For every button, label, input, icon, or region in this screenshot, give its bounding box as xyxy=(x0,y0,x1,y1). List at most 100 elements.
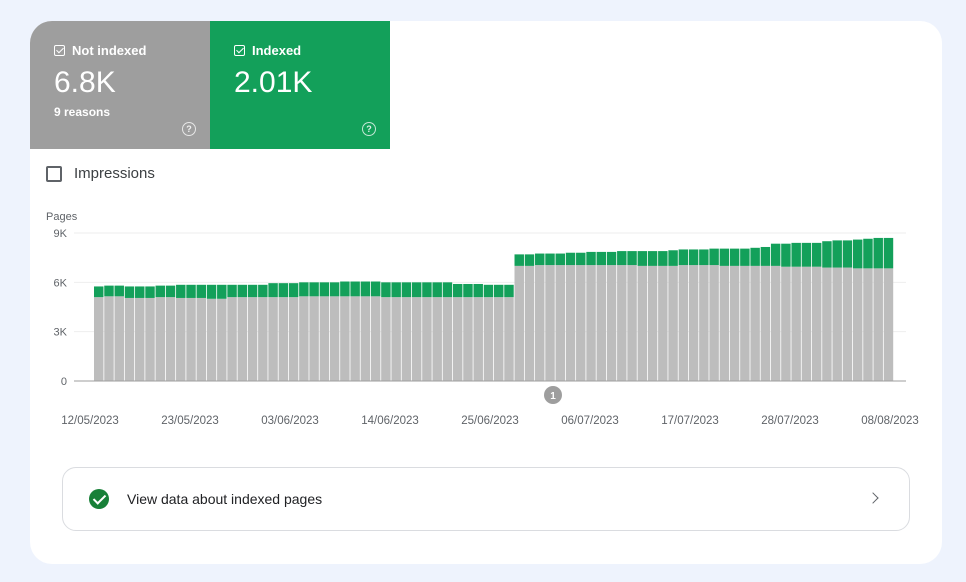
x-tick-label: 03/06/2023 xyxy=(261,415,319,427)
bar-not-indexed xyxy=(370,296,381,381)
bar-indexed xyxy=(596,251,607,266)
bar-not-indexed xyxy=(781,266,791,381)
bar-not-indexed xyxy=(565,265,576,381)
bar-not-indexed xyxy=(114,296,124,381)
bar-not-indexed xyxy=(729,265,740,381)
bar-indexed xyxy=(699,249,709,266)
bar-indexed xyxy=(319,282,330,297)
chevron-right-icon xyxy=(867,492,879,504)
bar-not-indexed xyxy=(176,297,186,381)
bar-indexed xyxy=(401,282,412,298)
help-icon[interactable]: ? xyxy=(182,122,196,136)
bar-indexed xyxy=(155,285,165,298)
bar-not-indexed xyxy=(94,297,104,381)
bar-not-indexed xyxy=(811,266,822,381)
view-indexed-pages-label: View data about indexed pages xyxy=(127,491,323,507)
bar-not-indexed xyxy=(391,297,401,381)
bar-indexed xyxy=(801,242,812,267)
bar-not-indexed xyxy=(668,265,678,381)
not-indexed-checkbox-icon[interactable] xyxy=(54,45,65,56)
bar-indexed xyxy=(606,251,617,266)
impressions-checkbox[interactable] xyxy=(46,165,62,182)
bar-indexed xyxy=(576,252,586,266)
bar-not-indexed xyxy=(524,265,535,381)
bar-not-indexed xyxy=(360,296,371,381)
bar-indexed xyxy=(688,249,699,266)
bar-not-indexed xyxy=(299,296,309,381)
bar-not-indexed xyxy=(340,296,350,381)
view-indexed-pages-button[interactable]: View data about indexed pages xyxy=(62,467,910,531)
bar-not-indexed xyxy=(678,265,689,381)
bar-not-indexed xyxy=(514,265,524,381)
bar-not-indexed xyxy=(586,265,596,381)
bar-indexed xyxy=(586,251,596,266)
indexed-value: 2.01K xyxy=(234,66,313,99)
bar-indexed xyxy=(196,284,207,298)
bar-indexed xyxy=(658,251,668,266)
bar-not-indexed xyxy=(206,298,217,381)
coverage-card: Not indexed 6.8K 9 reasons ? Indexed 2.0… xyxy=(30,21,942,564)
bar-indexed xyxy=(565,252,576,266)
x-tick-label: 28/07/2023 xyxy=(761,415,819,427)
bar-indexed xyxy=(545,253,555,266)
bar-indexed xyxy=(637,251,648,266)
bar-not-indexed xyxy=(760,265,771,381)
bar-not-indexed xyxy=(227,297,237,381)
bar-indexed xyxy=(883,237,894,269)
bar-indexed xyxy=(822,241,832,268)
bar-not-indexed xyxy=(104,296,114,381)
bar-not-indexed xyxy=(863,268,873,381)
bar-not-indexed xyxy=(288,297,299,381)
bar-indexed xyxy=(781,243,791,267)
bar-indexed xyxy=(627,251,637,266)
bar-not-indexed xyxy=(309,296,319,381)
bar-indexed xyxy=(165,285,176,298)
bar-indexed xyxy=(309,282,319,297)
bar-not-indexed xyxy=(135,297,145,381)
not-indexed-tile[interactable]: Not indexed 6.8K 9 reasons ? xyxy=(30,21,210,149)
bar-not-indexed xyxy=(186,297,196,381)
bar-indexed xyxy=(104,285,114,297)
bar-not-indexed xyxy=(842,267,853,381)
bar-not-indexed xyxy=(719,265,730,381)
bar-indexed xyxy=(237,284,248,298)
bar-not-indexed xyxy=(617,265,627,381)
impressions-toggle[interactable]: Impressions xyxy=(46,165,155,182)
indexed-tile[interactable]: Indexed 2.01K ? xyxy=(210,21,390,149)
bar-indexed xyxy=(842,240,853,268)
bar-indexed xyxy=(299,282,309,297)
not-indexed-label: Not indexed xyxy=(72,43,147,58)
bar-indexed xyxy=(288,283,299,298)
bar-indexed xyxy=(278,283,289,298)
bar-indexed xyxy=(135,286,145,298)
bar-indexed xyxy=(381,282,391,298)
bar-indexed xyxy=(811,242,822,267)
bar-not-indexed xyxy=(473,297,483,381)
bar-not-indexed xyxy=(442,297,453,381)
bar-indexed xyxy=(217,284,227,299)
bar-not-indexed xyxy=(699,265,709,381)
bar-indexed xyxy=(206,284,217,299)
annotation-marker xyxy=(544,386,562,404)
bar-not-indexed xyxy=(463,297,473,381)
bar-not-indexed xyxy=(873,268,883,381)
bar-indexed xyxy=(617,251,627,266)
bar-not-indexed xyxy=(832,267,842,381)
bar-not-indexed xyxy=(637,265,648,381)
bar-indexed xyxy=(555,253,565,266)
not-indexed-value: 6.8K xyxy=(54,66,116,99)
bar-not-indexed xyxy=(411,297,422,381)
bar-not-indexed xyxy=(647,265,658,381)
bar-indexed xyxy=(719,248,730,266)
bar-not-indexed xyxy=(822,267,832,381)
bar-indexed xyxy=(329,282,340,297)
bar-not-indexed xyxy=(258,297,268,381)
bar-not-indexed xyxy=(750,265,760,381)
bar-not-indexed xyxy=(627,265,637,381)
bar-not-indexed xyxy=(350,296,360,381)
bar-not-indexed xyxy=(555,265,565,381)
y-tick-label: 3K xyxy=(54,327,68,339)
indexed-checkbox-icon[interactable] xyxy=(234,45,245,56)
x-tick-label: 06/07/2023 xyxy=(561,415,619,427)
help-icon[interactable]: ? xyxy=(362,122,376,136)
